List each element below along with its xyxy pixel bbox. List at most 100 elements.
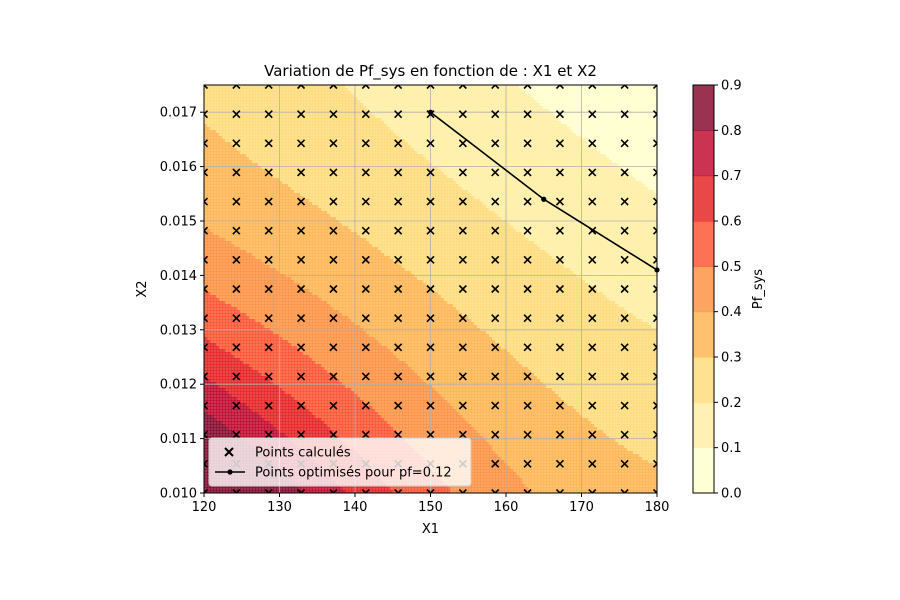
calculated-point: [297, 226, 306, 235]
calculated-point: [329, 284, 338, 294]
y-tick-label: 0.015: [160, 215, 197, 230]
calculated-point: [426, 168, 435, 177]
calculated-point: [426, 401, 435, 410]
calculated-point: [361, 139, 370, 148]
calculated-point: [264, 226, 273, 235]
calculated-point: [297, 139, 306, 148]
calculated-point: [588, 110, 597, 119]
calculated-point: [297, 430, 306, 439]
calculated-point: [297, 488, 306, 493]
calculated-point: [297, 372, 306, 381]
calculated-point: [204, 85, 209, 90]
calculated-point: [361, 255, 370, 264]
calculated-point: [297, 197, 306, 206]
calculated-point: [394, 168, 403, 177]
calculated-point: [491, 372, 500, 381]
calculated-point: [361, 226, 370, 235]
calculated-point: [232, 314, 241, 323]
calculated-point: [394, 110, 403, 119]
calculated-point: [458, 168, 467, 177]
calculated-point: [555, 197, 564, 206]
x-tick-label: 130: [267, 500, 292, 515]
calculated-point: [264, 284, 273, 294]
calculated-point: [652, 197, 657, 206]
calculated-point: [329, 110, 338, 119]
calculated-point: [620, 372, 629, 381]
calculated-point: [491, 168, 500, 177]
calculated-point: [458, 343, 467, 352]
calculated-point: [620, 85, 629, 90]
calculated-point: [588, 401, 597, 410]
calculated-point: [588, 197, 597, 206]
colorbar-band: [693, 402, 714, 449]
calculated-point: [329, 168, 338, 177]
legend: Points calculés Points optimisés pour pf=…: [208, 437, 472, 487]
chart-title: Variation de Pf_sys en fonction de : X1 …: [264, 62, 597, 81]
calculated-point: [232, 284, 241, 294]
calculated-point: [555, 488, 564, 493]
calculated-point: [394, 255, 403, 264]
legend-marker-optimized: [227, 469, 233, 475]
calculated-point: [491, 85, 500, 90]
calculated-point: [458, 85, 467, 90]
calculated-point: [297, 255, 306, 264]
calculated-point: [620, 226, 629, 235]
calculated-point: [652, 372, 657, 381]
calculated-point: [361, 488, 370, 493]
calculated-point: [458, 139, 467, 148]
calculated-point: [588, 284, 597, 294]
calculated-point: [523, 488, 532, 493]
calculated-point: [523, 343, 532, 352]
calculated-point: [555, 430, 564, 439]
x-axis-ticks: 120 130 140 150 160 170 180: [192, 493, 669, 515]
colorbar: 0.0 0.1 0.2 0.3 0.4 0.5 0.6 0.7 0.8 0.9: [692, 79, 742, 502]
calculated-point: [458, 401, 467, 410]
calculated-point: [329, 85, 338, 90]
calculated-point: [297, 314, 306, 323]
calculated-point: [555, 401, 564, 410]
colorbar-frame: [692, 84, 715, 494]
calculated-point: [264, 430, 273, 439]
optimized-point: [541, 196, 547, 202]
calculated-point: [204, 139, 209, 148]
colorbar-label: Pf_sys: [751, 269, 766, 309]
calculated-point: [491, 459, 500, 468]
calculated-point: [523, 85, 532, 90]
calculated-point: [620, 430, 629, 439]
colorbar-band: [693, 357, 714, 403]
calculated-point: [264, 168, 273, 177]
optimized-point: [427, 109, 434, 115]
calculated-point: [620, 284, 629, 294]
colorbar-tick-label: 0.3: [721, 351, 742, 366]
calculated-point: [652, 168, 657, 177]
colorbar-band: [693, 85, 714, 131]
calculated-point: [491, 255, 500, 264]
calculated-point: [264, 343, 273, 352]
calculated-point: [361, 85, 370, 90]
calculated-point: [523, 226, 532, 235]
calculated-point: [264, 372, 273, 381]
calculated-point: [620, 139, 629, 148]
calculated-point: [620, 343, 629, 352]
calculated-point: [588, 314, 597, 323]
calculated-point: [588, 139, 597, 148]
calculated-point: [297, 110, 306, 119]
calculated-point: [204, 459, 209, 468]
calculated-point: [458, 110, 467, 119]
calculated-point: [394, 85, 403, 90]
calculated-point: [458, 488, 467, 493]
calculated-point: [620, 314, 629, 323]
calculated-point: [204, 110, 209, 119]
calculated-point: [523, 284, 532, 294]
y-tick-label: 0.014: [160, 269, 197, 284]
calculated-point: [555, 226, 564, 235]
calculated-point: [329, 343, 338, 352]
calculated-point: [204, 372, 209, 381]
calculated-point: [523, 168, 532, 177]
x-tick-label: 170: [569, 500, 594, 515]
calculated-point: [491, 284, 500, 294]
calculated-point: [523, 401, 532, 410]
calculated-point: [361, 343, 370, 352]
calculated-point: [523, 110, 532, 119]
calculated-point: [204, 401, 209, 410]
